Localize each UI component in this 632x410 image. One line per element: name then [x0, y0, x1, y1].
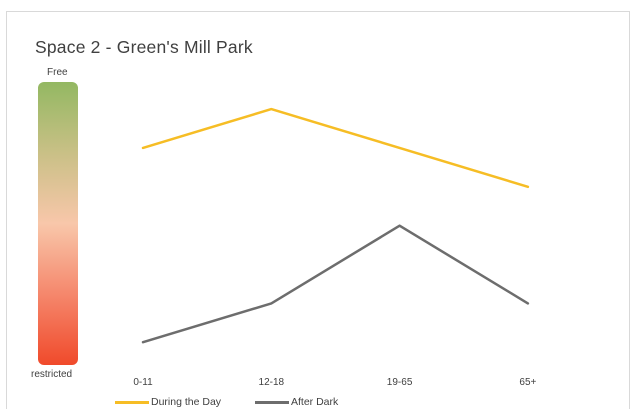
- legend-label: During the Day: [151, 396, 222, 408]
- series-line-during-the-day: [141, 107, 530, 189]
- legend-item: During the Day: [115, 394, 221, 410]
- x-tick-label: 65+: [519, 377, 537, 388]
- scale-bottom-label: restricted: [31, 369, 73, 380]
- x-tick-label: 0-11: [133, 377, 153, 388]
- x-tick-label: 12-18: [258, 377, 285, 388]
- legend: During the Day After Dark: [0, 394, 632, 410]
- legend-swatch: [255, 400, 289, 404]
- legend-item: After Dark: [255, 394, 338, 410]
- legend-label: After Dark: [291, 396, 339, 408]
- chart-title: Space 2 - Green's Mill Park: [35, 37, 253, 57]
- series-line-after-dark: [141, 224, 530, 344]
- freedom-scale-bar: [38, 82, 78, 365]
- x-tick-label: 19-65: [386, 377, 413, 388]
- legend-swatch: [115, 400, 149, 404]
- scale-top-label: Free: [47, 67, 68, 78]
- chart-frame: [6, 11, 630, 409]
